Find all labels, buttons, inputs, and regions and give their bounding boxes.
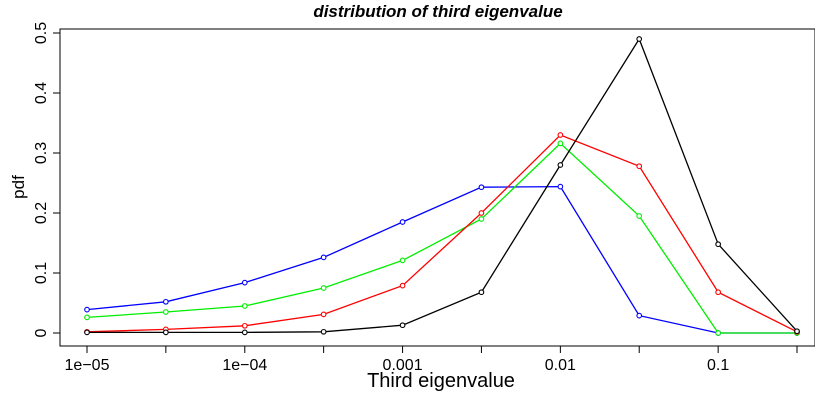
data-point [162,309,169,315]
data-point [320,285,327,291]
data-point [636,163,643,170]
data-point [478,184,485,191]
data-point [715,289,722,296]
y-tick-label: 0.2 [33,202,50,224]
data-point [399,322,406,329]
series-1 [84,183,800,336]
series-layer [84,36,800,336]
data-point [399,282,406,289]
data-point [84,329,90,336]
y-tick-label: 0.5 [33,22,50,44]
data-point [557,140,564,147]
series-line [86,142,797,334]
x-axis-label: Third eigenvalue [367,370,515,392]
chart-title: distribution of third eigenvalue [313,2,562,21]
data-point [84,314,90,321]
data-point [162,298,169,305]
y-tick-label: 0 [33,328,50,337]
y-axis-label: pdf [9,175,28,199]
series-3 [84,132,800,335]
data-point [241,303,248,309]
data-point [478,216,485,222]
data-point [399,219,406,225]
data-point [320,328,327,335]
data-point [162,329,169,336]
x-tick-label: 1e−05 [65,357,110,374]
series-line [86,185,797,334]
data-point [715,330,722,336]
data-point [320,254,327,261]
data-point [399,257,406,264]
data-point [241,322,248,329]
data-point [478,289,485,296]
data-point [241,279,248,286]
series-2 [84,140,800,336]
data-point [636,36,643,42]
data-point [478,210,485,216]
y-tick-label: 0.1 [33,262,50,284]
series-line [86,134,798,333]
data-point [557,162,564,168]
data-point [84,306,90,313]
data-point [715,241,722,248]
x-tick-label: 0.01 [545,357,576,374]
data-point [557,183,564,190]
data-point [241,329,248,336]
y-tick-label: 0.4 [33,82,50,104]
series-4 [84,36,800,336]
x-axis: 1e−05 1e−04 0.001 0.01 0.1 [65,345,798,374]
x-tick-label: 1e−04 [222,357,267,374]
x-tick-label: 0.1 [707,357,729,374]
data-point [636,213,643,219]
y-axis: 0 0.1 0.2 0.3 0.4 0.5 [33,22,61,337]
data-point [320,311,327,318]
data-point [794,328,800,335]
data-point [636,312,643,319]
data-point [557,132,564,138]
x-tick-label: 0.001 [383,357,423,374]
series-line [87,37,798,334]
y-tick-label: 0.3 [33,142,50,164]
plot-frame [59,28,815,347]
